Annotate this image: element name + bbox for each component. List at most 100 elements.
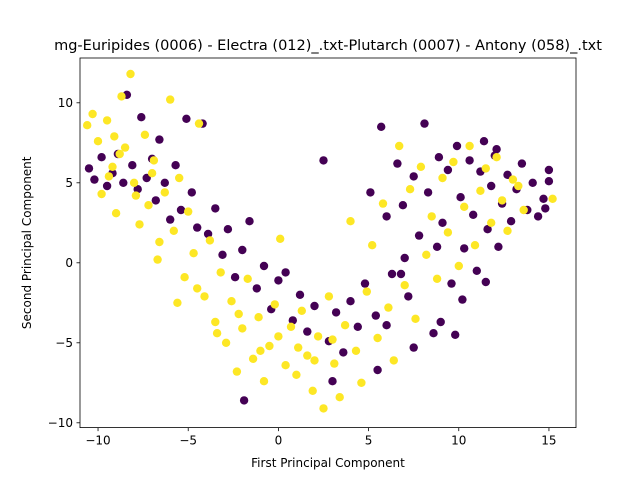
scatter-point-s1-58	[384, 303, 393, 312]
x-axis-label: First Principal Component	[251, 456, 405, 470]
scatter-point-s0-52	[398, 201, 408, 210]
scatter-point-s1-15	[155, 237, 164, 247]
scatter-point-s1-37	[270, 300, 279, 309]
scatter-point-s1-45	[313, 332, 323, 341]
scatter-point-s0-15	[160, 178, 169, 187]
scatter-point-s1-20	[180, 273, 189, 282]
scatter-point-s0-57	[423, 188, 433, 197]
scatter-point-s1-34	[254, 313, 263, 322]
scatter-point-s0-45	[360, 279, 370, 288]
scatter-point-s1-36	[265, 341, 274, 351]
scatter-point-s1-32	[243, 274, 252, 283]
scatter-point-s1-87	[131, 191, 141, 200]
scatter-point-s1-11	[135, 220, 144, 229]
scatter-point-s1-44	[308, 386, 317, 395]
scatter-point-s0-9	[133, 185, 142, 194]
scatter-point-s0-84	[544, 165, 554, 175]
y-axis-label: Second Principal Component	[20, 156, 34, 329]
scatter-point-s0-89	[382, 321, 391, 330]
chart-title: mg-Euripides (0006) - Electra (012)_.txt…	[54, 38, 602, 54]
scatter-point-s1-38	[276, 234, 285, 243]
x-tick-label: −5	[179, 434, 197, 448]
scatter-point-s0-94	[481, 277, 490, 287]
scatter-point-s0-64	[456, 193, 465, 202]
scatter-point-s0-67	[469, 210, 478, 219]
scatter-point-s0-90	[239, 396, 249, 405]
scatter-point-s1-66	[427, 212, 436, 221]
scatter-point-s1-43	[303, 351, 312, 360]
scatter-point-s0-36	[295, 290, 305, 299]
scatter-point-s0-19	[182, 114, 191, 124]
scatter-point-s0-56	[420, 119, 429, 128]
scatter-point-s0-98	[396, 269, 406, 279]
scatter-point-s1-60	[395, 141, 404, 151]
scatter-point-s0-30	[252, 284, 261, 293]
scatter-point-s1-17	[166, 95, 175, 104]
scatter-point-s0-86	[541, 204, 550, 213]
y-tick-label: 10	[58, 96, 73, 110]
points-layer	[83, 69, 557, 413]
scatter-point-s1-79	[497, 196, 507, 205]
scatter-point-s0-18	[176, 205, 186, 215]
scatter-point-s1-53	[357, 378, 366, 387]
scatter-point-s0-1	[90, 175, 99, 184]
scatter-point-s0-85	[544, 177, 554, 186]
scatter-point-s1-78	[492, 153, 501, 162]
scatter-point-s1-89	[173, 298, 182, 307]
scatter-point-s0-60	[438, 218, 447, 227]
scatter-point-s0-28	[238, 245, 247, 255]
scatter-point-s1-7	[117, 92, 126, 101]
scatter-point-s1-26	[211, 317, 220, 327]
scatter-point-s0-21	[193, 223, 202, 232]
scatter-point-s1-72	[460, 202, 469, 211]
scatter-point-s1-16	[160, 188, 169, 197]
scatter-point-s0-65	[460, 244, 469, 253]
scatter-point-s1-0	[83, 121, 92, 130]
scatter-point-s0-97	[451, 330, 460, 339]
scatter-point-s0-63	[452, 141, 462, 151]
scatter-point-s0-54	[409, 172, 418, 181]
y-tick-label: 0	[65, 256, 73, 270]
scatter-point-s0-95	[432, 242, 442, 251]
scatter-point-s1-33	[248, 354, 258, 363]
scatter-point-s1-1	[88, 109, 97, 119]
scatter-point-s0-3	[102, 181, 112, 191]
x-tick-label: −10	[85, 434, 110, 448]
scatter-point-s1-6	[111, 209, 121, 218]
scatter-point-s1-86	[115, 149, 124, 159]
scatter-point-s1-98	[110, 132, 119, 141]
scatter-point-s0-55	[414, 231, 424, 240]
scatter-point-s1-71	[454, 261, 463, 271]
scatter-point-s0-8	[128, 161, 137, 170]
scatter-point-s1-41	[292, 370, 301, 379]
scatter-point-s0-51	[393, 159, 402, 168]
scatter-point-s1-9	[126, 69, 135, 79]
scatter-point-s0-96	[400, 253, 409, 263]
axes-frame	[79, 57, 577, 429]
scatter-point-s0-35	[288, 316, 297, 325]
scatter-point-s1-76	[481, 164, 490, 173]
scatter-point-s1-30	[232, 367, 242, 376]
scatter-point-s1-57	[378, 199, 388, 208]
scatter-point-s1-80	[503, 226, 512, 235]
scatter-point-s1-40	[286, 322, 296, 331]
scatter-point-s0-92	[373, 365, 382, 375]
scatter-point-s0-93	[458, 295, 467, 304]
scatter-point-s0-66	[465, 156, 474, 165]
scatter-point-s1-99	[147, 169, 157, 178]
scatter-point-s1-63	[411, 314, 420, 323]
scatter-point-s0-79	[517, 159, 527, 168]
scatter-point-s1-5	[108, 162, 117, 171]
scatter-point-s1-14	[149, 156, 159, 165]
scatter-point-s1-77	[487, 218, 496, 227]
x-tick-label: 5	[365, 434, 373, 448]
scatter-point-s0-20	[187, 188, 196, 197]
scatter-point-s1-69	[443, 228, 453, 237]
scatter-point-s0-47	[371, 311, 380, 320]
scatter-point-s0-2	[97, 153, 106, 162]
scatter-point-s0-37	[303, 327, 312, 336]
scatter-point-s1-74	[470, 241, 480, 250]
scatter-point-s1-13	[144, 201, 153, 210]
scatter-point-s1-95	[294, 343, 303, 352]
scatter-point-s0-17	[171, 161, 180, 170]
